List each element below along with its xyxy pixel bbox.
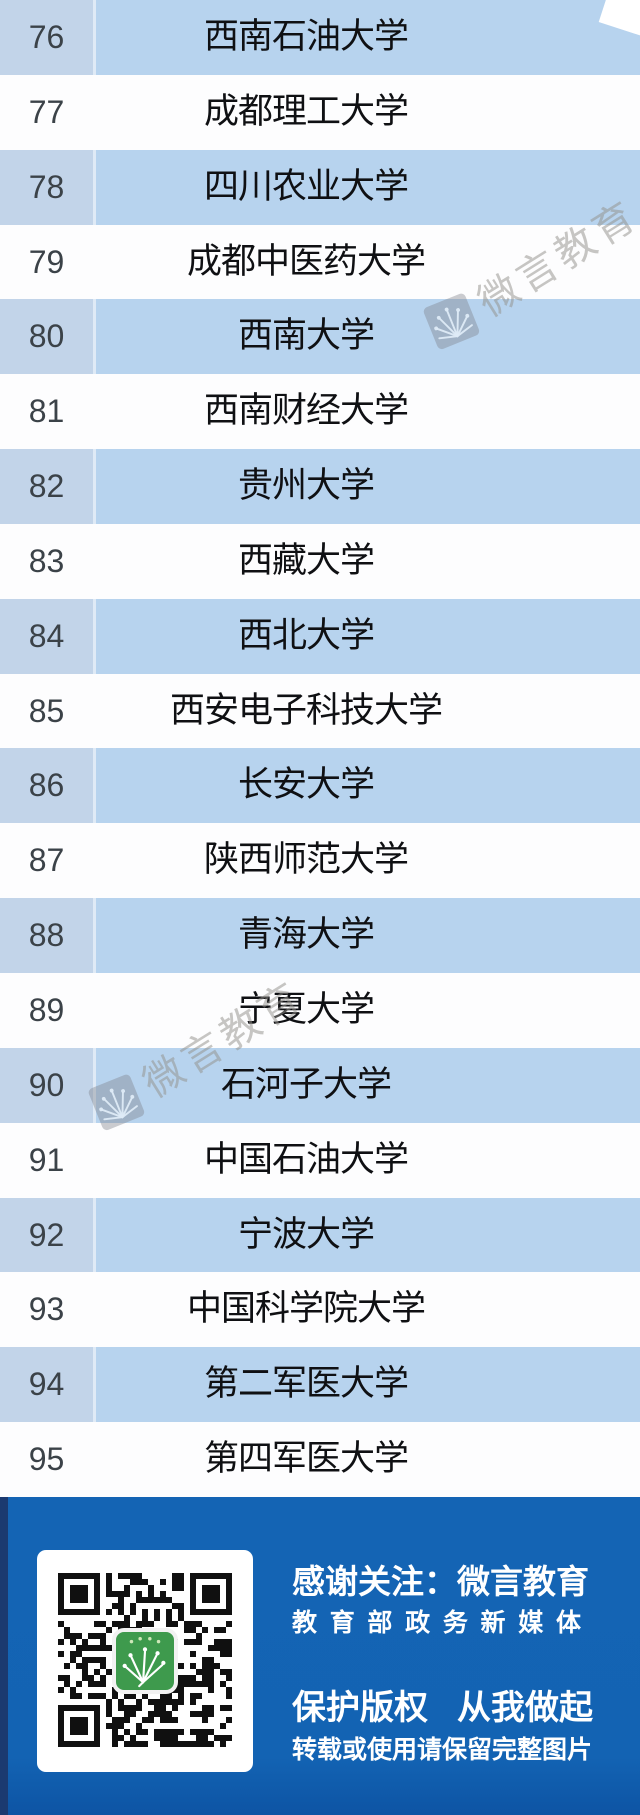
- rank-cell: 86: [0, 748, 96, 824]
- name-cell: 中国科学院大学: [96, 1272, 640, 1348]
- thanks-line: 感谢关注：微言教育: [292, 1563, 589, 1600]
- table-row: 85 西安电子科技大学: [0, 673, 640, 749]
- table-row: 84 西北大学: [0, 598, 640, 674]
- table-row: 82 贵州大学: [0, 449, 640, 524]
- university-name: 宁夏大学: [237, 989, 375, 1029]
- rank-cell: 93: [0, 1272, 96, 1348]
- university-name: 西南财经大学: [203, 391, 409, 431]
- table-row: 77 成都理工大学: [0, 74, 640, 150]
- rank-cell: 87: [0, 823, 96, 899]
- university-name: 长安大学: [237, 765, 375, 805]
- rank-cell: 80: [0, 299, 96, 375]
- rank-cell: 81: [0, 374, 96, 450]
- university-name: 石河子大学: [220, 1064, 392, 1104]
- name-cell: 宁夏大学: [96, 972, 640, 1048]
- name-cell: 青海大学: [96, 898, 640, 973]
- notice-line: 转载或使用请保留完整图片: [292, 1736, 593, 1764]
- university-name: 第四军医大学: [203, 1439, 409, 1479]
- university-name: 中国石油大学: [203, 1139, 409, 1179]
- name-cell: 陕西师范大学: [96, 823, 640, 899]
- qr-code-card: [37, 1550, 253, 1772]
- table-row: 79 成都中医药大学: [0, 224, 640, 300]
- dandelion-logo-icon: [112, 1628, 178, 1694]
- name-cell: 西南大学: [96, 299, 640, 375]
- university-name: 青海大学: [237, 915, 375, 955]
- name-cell: 长安大学: [96, 748, 640, 824]
- table-row: 92 宁波大学: [0, 1197, 640, 1273]
- name-cell: 成都中医药大学: [96, 224, 640, 300]
- university-name: 贵州大学: [237, 466, 375, 506]
- name-cell: 西南石油大学: [96, 0, 640, 75]
- copyright-line: 保护版权 从我做起: [292, 1680, 593, 1729]
- table-row: 86 长安大学: [0, 748, 640, 824]
- name-cell: 第四军医大学: [96, 1422, 640, 1497]
- name-cell: 贵州大学: [96, 449, 640, 524]
- university-name: 第二军医大学: [203, 1364, 409, 1404]
- name-cell: 第二军医大学: [96, 1347, 640, 1423]
- name-cell: 四川农业大学: [96, 149, 640, 225]
- name-cell: 宁波大学: [96, 1197, 640, 1273]
- university-name: 西藏大学: [237, 540, 375, 580]
- table-row: 83 西藏大学: [0, 523, 640, 599]
- copyright-right: 从我做起: [457, 1689, 593, 1727]
- name-cell: 中国石油大学: [96, 1122, 640, 1198]
- university-name: 西北大学: [237, 615, 375, 655]
- table-row: 91 中国石油大学: [0, 1122, 640, 1198]
- qr-code: [58, 1573, 232, 1747]
- university-name: 西南石油大学: [203, 17, 409, 56]
- table-row: 89 宁夏大学: [0, 972, 640, 1048]
- university-name: 陕西师范大学: [203, 840, 409, 880]
- name-cell: 西藏大学: [96, 523, 640, 599]
- rank-cell: 77: [0, 74, 96, 150]
- university-name: 宁波大学: [237, 1214, 375, 1254]
- university-name: 成都中医药大学: [186, 241, 426, 281]
- rank-cell: 76: [0, 0, 96, 75]
- table-row: 87 陕西师范大学: [0, 823, 640, 899]
- rank-cell: 84: [0, 598, 96, 674]
- rank-cell: 79: [0, 224, 96, 300]
- university-name: 成都理工大学: [203, 91, 409, 131]
- copyright-left: 保护版权: [292, 1689, 428, 1727]
- rank-cell: 94: [0, 1347, 96, 1423]
- name-cell: 石河子大学: [96, 1047, 640, 1123]
- table-row: 80 西南大学: [0, 299, 640, 375]
- table-row: 81 西南财经大学: [0, 374, 640, 450]
- table-row: 94 第二军医大学: [0, 1347, 640, 1423]
- university-ranking-table: 76 西南石油大学 77 成都理工大学 78 四川农业大学 79 成都中医药大学: [0, 0, 640, 1497]
- subtitle-line: 教育部政务新媒体: [292, 1609, 593, 1637]
- table-row: 78 四川农业大学: [0, 149, 640, 225]
- rank-cell: 82: [0, 449, 96, 524]
- table-row: 90 石河子大学: [0, 1047, 640, 1123]
- footer-banner: 感谢关注：微言教育 教育部政务新媒体 保护版权 从我做起 转载或使用请保留完整图…: [0, 1497, 640, 1815]
- rank-cell: 88: [0, 898, 96, 973]
- footer-left-strip: [0, 1497, 8, 1815]
- rank-cell: 85: [0, 673, 96, 749]
- university-name: 中国科学院大学: [186, 1289, 426, 1329]
- university-name: 西安电子科技大学: [169, 690, 443, 730]
- table-row: 93 中国科学院大学: [0, 1272, 640, 1348]
- rank-cell: 89: [0, 972, 96, 1048]
- university-name: 四川农业大学: [203, 166, 409, 206]
- name-cell: 西南财经大学: [96, 374, 640, 450]
- table-row: 95 第四军医大学: [0, 1422, 640, 1497]
- table-row: 88 青海大学: [0, 898, 640, 973]
- name-cell: 成都理工大学: [96, 74, 640, 150]
- rank-cell: 95: [0, 1422, 96, 1497]
- name-cell: 西北大学: [96, 598, 640, 674]
- rank-cell: 92: [0, 1197, 96, 1273]
- rank-cell: 90: [0, 1047, 96, 1123]
- rank-cell: 78: [0, 149, 96, 225]
- rank-cell: 83: [0, 523, 96, 599]
- university-name: 西南大学: [237, 316, 375, 356]
- table-row: 76 西南石油大学: [0, 0, 640, 75]
- name-cell: 西安电子科技大学: [96, 673, 640, 749]
- rank-cell: 91: [0, 1122, 96, 1198]
